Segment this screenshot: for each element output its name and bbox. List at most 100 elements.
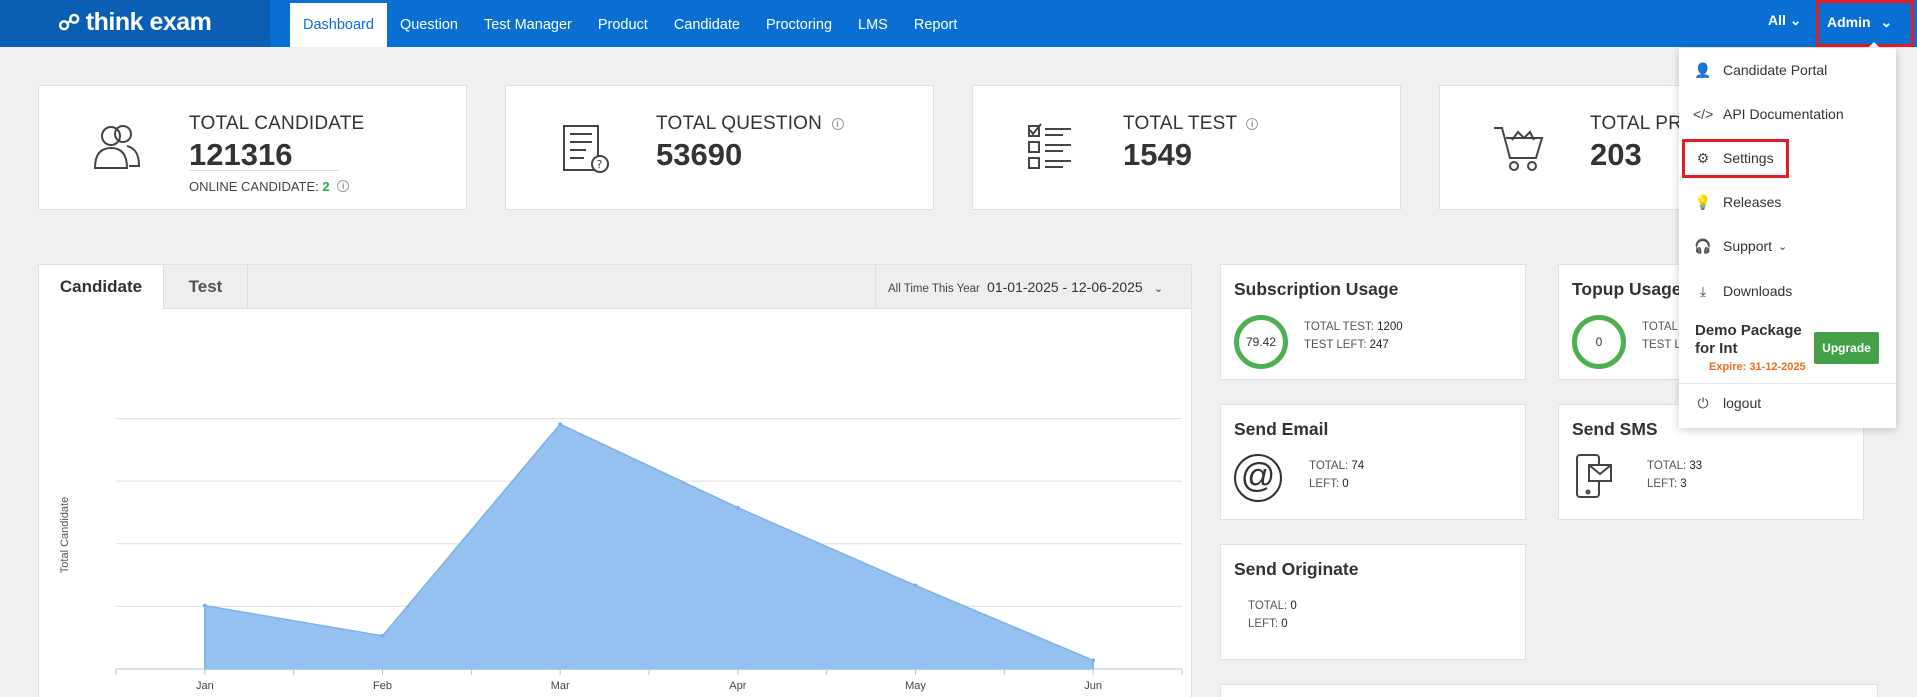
power-icon: ⏻ — [1697, 394, 1709, 411]
divider — [1679, 383, 1896, 384]
menu-item-candidate-portal[interactable]: 👤 Candidate Portal — [1693, 58, 1827, 82]
dropdown-caret — [1869, 42, 1879, 47]
all-filter-label: All — [1768, 12, 1786, 28]
detail-value: 0 — [1281, 618, 1288, 630]
admin-dropdown-menu: 👤 Candidate Portal </> API Documentation… — [1679, 48, 1896, 428]
x-tick-label: Jan — [196, 680, 214, 692]
x-tick-label: Mar — [551, 680, 570, 692]
svg-text:?: ? — [597, 158, 603, 171]
all-filter-dropdown[interactable]: All ⌄ — [1768, 12, 1802, 29]
widget-send-originate: Send Originate TOTAL: 0 LEFT: 0 — [1220, 544, 1526, 660]
stat-card-question: ? TOTAL QUESTION i 53690 — [505, 85, 934, 210]
detail-label: LEFT: — [1248, 618, 1279, 630]
menu-item-support[interactable]: 🎧 Support ⌄ — [1693, 234, 1787, 258]
nav-product[interactable]: Product — [597, 17, 648, 33]
brand-name: think exam — [85, 8, 212, 36]
package-expiry: Expire: 31-12-2025 — [1709, 361, 1806, 373]
detail-label: TEST LEFT: — [1304, 339, 1367, 351]
menu-item-label: Candidate Portal — [1723, 62, 1828, 78]
logo-icon: ☍ — [58, 9, 80, 35]
stat-card-test: TOTAL TEST i 1549 — [972, 85, 1401, 210]
widget-send-email: Send Email @ TOTAL: 74 LEFT: 0 — [1220, 404, 1526, 520]
menu-item-label: Settings — [1723, 150, 1774, 166]
nav-dashboard[interactable]: Dashboard — [290, 3, 387, 47]
usage-ring: 79.42 — [1234, 315, 1288, 369]
data-point — [380, 633, 385, 638]
tab-candidate[interactable]: Candidate — [39, 265, 164, 309]
y-axis-label: Total Candidate — [59, 497, 71, 573]
brand-logo[interactable]: ☍ think exam — [58, 8, 212, 37]
chevron-down-icon: ⌄ — [1153, 283, 1164, 295]
menu-item-label: Downloads — [1723, 283, 1793, 299]
detail-value: 3 — [1680, 478, 1687, 490]
headset-icon: 🎧 — [1694, 237, 1712, 254]
chevron-down-icon: ⌄ — [1789, 12, 1802, 28]
admin-menu-button[interactable]: Admin ⌄ — [1816, 0, 1914, 47]
menu-item-releases[interactable]: 💡 Releases — [1693, 190, 1781, 214]
widget-details: TOTAL: 33 LEFT: 3 — [1647, 457, 1702, 493]
detail-value: 74 — [1351, 460, 1365, 472]
chevron-down-icon: ⌄ — [1880, 14, 1893, 30]
detail-value: 1200 — [1377, 321, 1403, 333]
nav-test-manager[interactable]: Test Manager — [483, 17, 572, 33]
data-point — [1091, 658, 1096, 663]
widget-placeholder — [1220, 684, 1878, 697]
chart-panel: Candidate Test All Time This Year 01-01-… — [38, 264, 1192, 697]
x-tick-label: Feb — [373, 680, 392, 692]
menu-item-label: Support — [1723, 238, 1773, 254]
stat-title: TOTAL PR — [1590, 113, 1683, 134]
download-icon: ⤓ — [1699, 282, 1707, 299]
detail-value: 0 — [1342, 478, 1349, 490]
main-nav: Dashboard Question Test Manager Product … — [290, 3, 970, 47]
nav-question[interactable]: Question — [399, 17, 458, 33]
stat-value: 121316 — [189, 137, 293, 172]
widget-title: Send Email — [1234, 419, 1329, 439]
widget-title: Subscription Usage — [1234, 279, 1399, 299]
at-sign-icon: @ — [1234, 454, 1282, 502]
menu-item-settings[interactable]: ⚙ Settings — [1693, 146, 1774, 170]
divider — [189, 170, 339, 171]
stat-title: TOTAL CANDIDATE — [189, 113, 365, 134]
online-label: ONLINE CANDIDATE: — [189, 179, 319, 194]
nav-proctoring[interactable]: Proctoring — [765, 17, 833, 33]
online-count: 2 — [322, 179, 330, 194]
menu-item-downloads[interactable]: ⤓ Downloads — [1693, 279, 1792, 303]
info-icon[interactable]: i — [831, 118, 844, 130]
detail-label: TOTAL: — [1248, 600, 1288, 612]
tab-test[interactable]: Test — [164, 265, 248, 309]
date-range-filter[interactable]: All Time This Year 01-01-2025 - 12-06-20… — [875, 265, 1191, 309]
detail-label: TOTAL — [1642, 321, 1678, 333]
x-tick-label: May — [905, 680, 926, 692]
brand-area: ☍ think exam — [0, 0, 270, 47]
cart-icon — [1494, 127, 1544, 171]
bulb-icon: 💡 — [1694, 193, 1712, 210]
stat-card-candidate: TOTAL CANDIDATE 121316 ONLINE CANDIDATE:… — [38, 85, 467, 210]
usage-ring: 0 — [1572, 315, 1626, 369]
online-candidate: ONLINE CANDIDATE: 2 i — [189, 179, 350, 194]
detail-label: TOTAL: — [1647, 460, 1687, 472]
menu-item-logout[interactable]: ⏻ logout — [1693, 391, 1761, 415]
widget-details: TOTAL: 0 LEFT: 0 — [1248, 597, 1297, 633]
question-list-icon: ? — [563, 125, 609, 173]
detail-label: LEFT: — [1647, 478, 1678, 490]
widget-title: Topup Usage — [1572, 279, 1682, 299]
upgrade-button[interactable]: Upgrade — [1814, 332, 1879, 364]
settings-highlight — [1682, 139, 1789, 178]
data-point — [735, 505, 740, 510]
code-icon: </> — [1693, 106, 1714, 122]
stat-value: 53690 — [656, 137, 743, 172]
menu-item-api-documentation[interactable]: </> API Documentation — [1693, 102, 1844, 126]
info-icon[interactable]: i — [337, 180, 350, 192]
info-icon[interactable]: i — [1246, 118, 1259, 130]
stat-title-text: TOTAL TEST — [1123, 113, 1237, 134]
nav-candidate[interactable]: Candidate — [673, 17, 740, 33]
date-range-value: 01-01-2025 - 12-06-2025 — [987, 279, 1143, 295]
widget-details: TOTAL TEST: 1200 TEST LEFT: 247 — [1304, 318, 1403, 354]
chevron-down-icon: ⌄ — [1778, 240, 1788, 253]
widget-details: TOTAL TEST L — [1642, 318, 1681, 354]
top-navbar: ☍ think exam Dashboard Question Test Man… — [0, 0, 1917, 47]
nav-lms[interactable]: LMS — [858, 17, 888, 33]
menu-item-label: API Documentation — [1723, 106, 1844, 122]
nav-report[interactable]: Report — [913, 17, 958, 33]
